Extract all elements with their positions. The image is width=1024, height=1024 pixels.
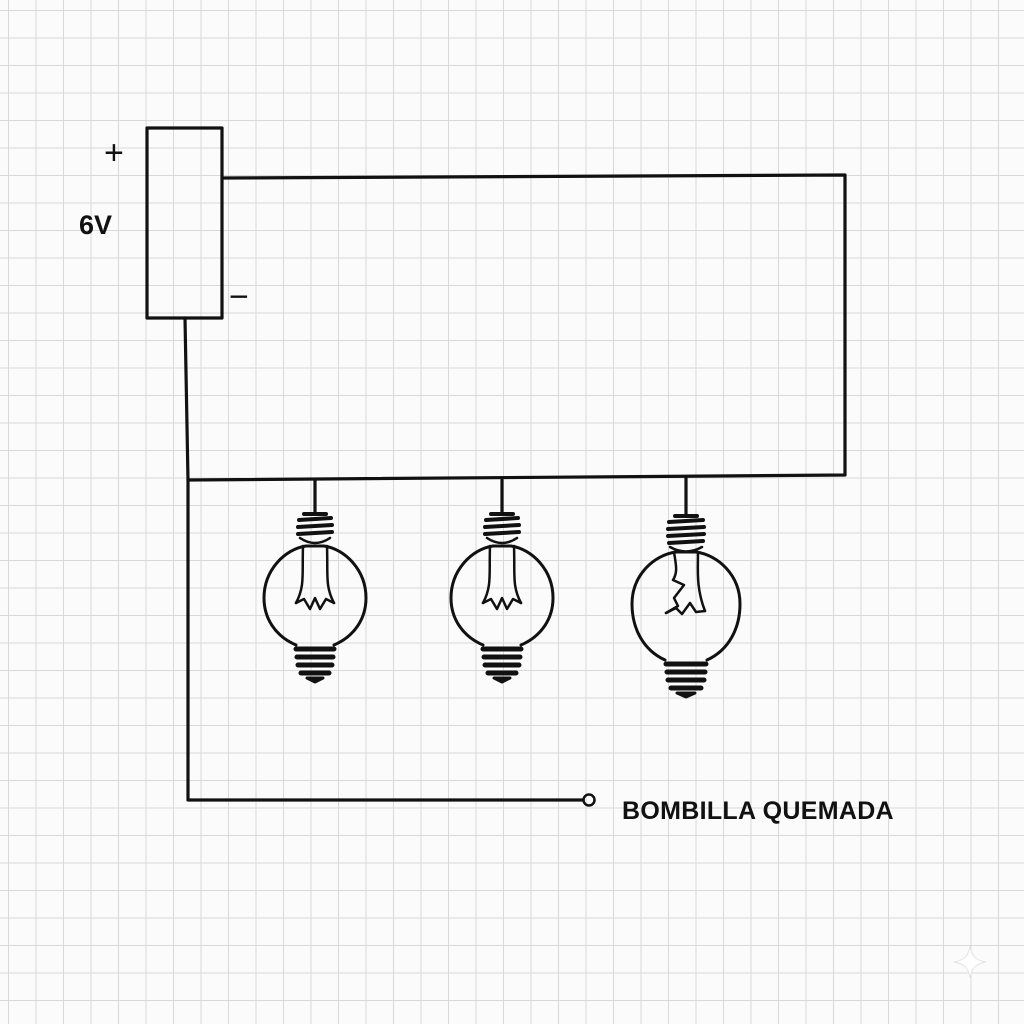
- burnt-bulb-label: BOMBILLA QUEMADA: [622, 797, 894, 825]
- light-bulb-1: [262, 512, 368, 684]
- battery-voltage-label: 6V: [79, 210, 113, 240]
- wire-terminal: [582, 793, 596, 807]
- burnt-light-bulb: [630, 514, 742, 699]
- light-bulb-2: [449, 512, 555, 684]
- positive-terminal-sign: +: [104, 134, 124, 172]
- positive-wire: [186, 173, 847, 482]
- negative-wire: [183, 316, 190, 482]
- battery-symbol: [145, 126, 224, 320]
- negative-terminal-sign: −: [229, 278, 249, 316]
- sparkle-icon: [953, 945, 987, 979]
- return-wire: [186, 478, 585, 802]
